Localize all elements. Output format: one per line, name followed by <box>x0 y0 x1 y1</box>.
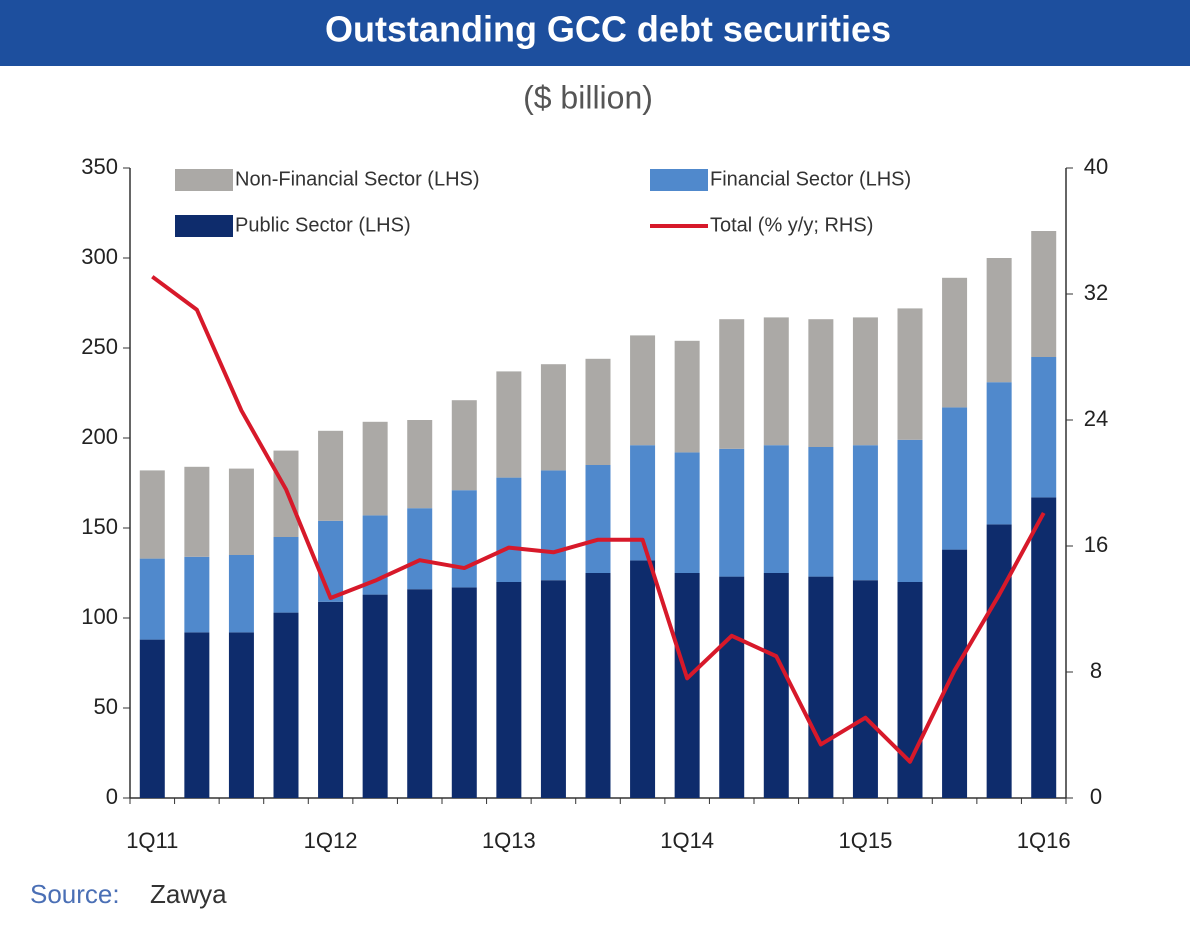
legend-label: Financial Sector (LHS) <box>710 168 911 190</box>
chart-subtitle: ($ billion) <box>523 79 653 115</box>
bar <box>763 445 789 573</box>
bar <box>1031 231 1057 357</box>
bar <box>451 400 477 491</box>
y-tick-label: 200 <box>81 424 118 449</box>
bar <box>808 576 834 798</box>
bar <box>362 594 388 798</box>
bar <box>139 639 165 798</box>
y-tick-label: 250 <box>81 334 118 359</box>
bar <box>318 601 344 798</box>
y-tick-label: 50 <box>94 694 118 719</box>
bar <box>540 364 566 471</box>
bar <box>897 439 923 582</box>
bar <box>184 556 210 633</box>
bar <box>986 382 1012 525</box>
bar <box>852 580 878 798</box>
y-tick-label: 150 <box>81 514 118 539</box>
x-tick-label: 1Q13 <box>482 828 536 853</box>
bar <box>585 465 611 573</box>
bar <box>362 421 388 516</box>
legend-label: Total (% y/y; RHS) <box>710 214 873 236</box>
bar <box>986 258 1012 383</box>
y2-tick-label: 16 <box>1084 532 1108 557</box>
y-tick-label: 0 <box>106 784 118 809</box>
y2-tick-label: 40 <box>1084 154 1108 179</box>
legend-swatch <box>175 169 233 191</box>
x-tick-label: 1Q14 <box>660 828 714 853</box>
bar <box>228 468 254 555</box>
source: Zawya <box>150 879 227 909</box>
x-tick-label: 1Q15 <box>839 828 893 853</box>
bar <box>496 371 522 478</box>
bar <box>228 632 254 798</box>
line <box>151 275 1046 764</box>
bar <box>719 319 745 449</box>
bar <box>674 340 700 453</box>
bar <box>540 470 566 581</box>
bar <box>986 524 1012 798</box>
bar <box>852 445 878 581</box>
bar <box>273 537 299 613</box>
bar <box>407 589 433 798</box>
x-tick-label: 1Q16 <box>1017 828 1071 853</box>
chart-title: Outstanding GCC debt securities <box>325 9 891 50</box>
bar <box>852 317 878 446</box>
bar <box>496 582 522 798</box>
title-banner <box>0 0 1190 66</box>
bar <box>585 573 611 798</box>
bar <box>763 317 789 446</box>
bar <box>451 490 477 588</box>
bar <box>808 319 834 447</box>
bar <box>139 470 165 559</box>
bar <box>540 580 566 798</box>
bar <box>630 335 656 446</box>
bar <box>184 466 210 557</box>
bar <box>407 508 433 590</box>
y2-tick-label: 8 <box>1090 658 1102 683</box>
bar <box>184 632 210 798</box>
bar <box>273 612 299 798</box>
bar <box>674 452 700 573</box>
y-tick-label: 100 <box>81 604 118 629</box>
bar <box>1031 497 1057 798</box>
y2-tick-label: 0 <box>1090 784 1102 809</box>
bar <box>719 448 745 577</box>
bar <box>139 558 165 640</box>
y-tick-label: 350 <box>81 154 118 179</box>
bar <box>1031 357 1057 498</box>
bar <box>897 582 923 798</box>
legend-label: Public Sector (LHS) <box>235 214 411 236</box>
bar <box>674 573 700 798</box>
legend-swatch <box>650 169 708 191</box>
legend-swatch <box>175 215 233 237</box>
legend-label: Non-Financial Sector (LHS) <box>235 168 480 190</box>
bar <box>407 420 433 509</box>
x-tick-label: 1Q12 <box>304 828 358 853</box>
bar <box>719 576 745 798</box>
x-tick-label: 1Q11 <box>126 828 178 853</box>
y2-tick-label: 32 <box>1084 280 1108 305</box>
bar <box>228 555 254 633</box>
bar <box>451 587 477 798</box>
y2-tick-label: 24 <box>1084 406 1108 431</box>
bar <box>630 560 656 798</box>
bar <box>808 447 834 577</box>
bar <box>897 308 923 440</box>
bar <box>318 430 344 521</box>
bar <box>942 277 968 408</box>
source-label: Source: <box>30 879 120 909</box>
bar <box>942 407 968 550</box>
bar <box>585 358 611 465</box>
bar <box>318 520 344 602</box>
bar <box>763 573 789 798</box>
bar <box>496 477 522 582</box>
y-tick-label: 300 <box>81 244 118 269</box>
